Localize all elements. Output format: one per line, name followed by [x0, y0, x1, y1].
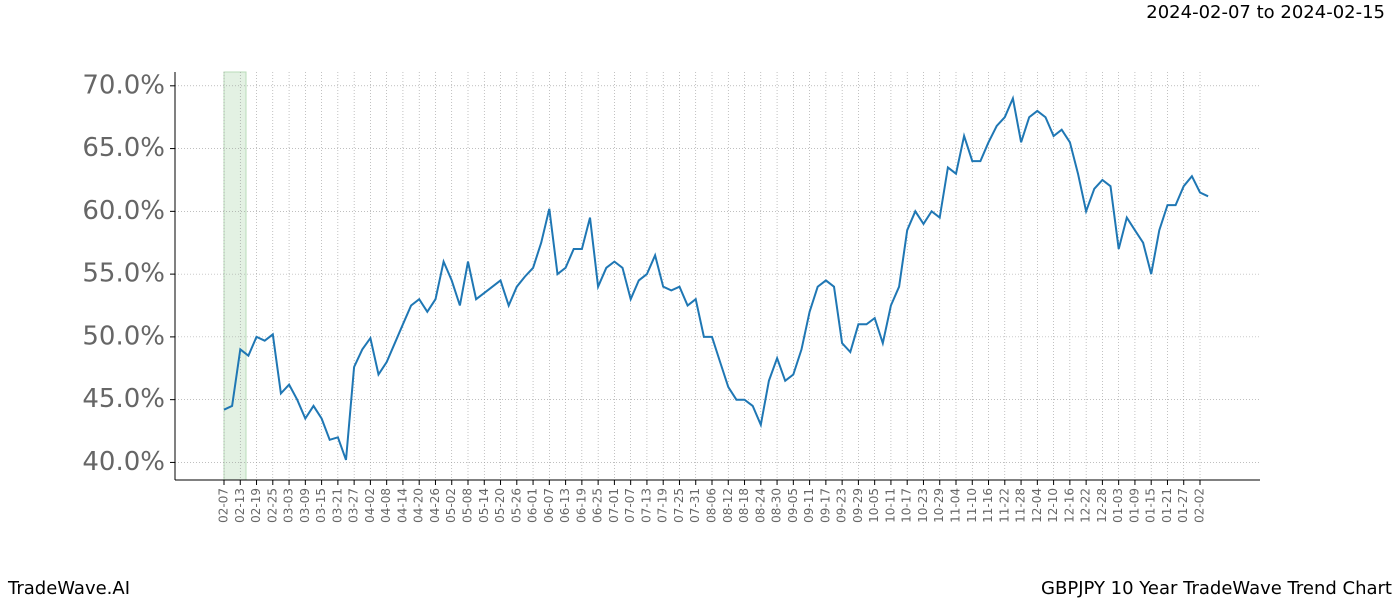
x-tick-label: 05-08: [460, 488, 474, 523]
x-tick-label: 12-16: [1062, 488, 1076, 523]
x-tick-label: 09-11: [802, 488, 816, 523]
x-tick-label: 07-01: [607, 488, 621, 523]
date-range: 2024-02-07 to 2024-02-15: [1146, 2, 1385, 23]
x-tick-label: 10-11: [883, 488, 897, 523]
x-tick-label: 06-19: [574, 488, 588, 523]
x-tick-label: 10-17: [900, 488, 914, 523]
y-tick-label: 40.0%: [82, 447, 165, 477]
x-tick-label: 03-27: [347, 488, 361, 523]
y-tick-label: 70.0%: [82, 70, 165, 100]
y-tick-label: 45.0%: [82, 384, 165, 414]
y-tick-label: 50.0%: [82, 321, 165, 351]
x-tick-label: 04-02: [363, 488, 377, 523]
x-tick-label: 07-31: [688, 488, 702, 523]
x-tick-label: 03-15: [314, 488, 328, 523]
x-tick-label: 09-29: [851, 488, 865, 523]
x-tick-label: 02-19: [249, 488, 263, 523]
x-tick-label: 02-13: [233, 488, 247, 523]
x-tick-label: 11-04: [948, 488, 962, 523]
x-tick-label: 12-04: [1030, 488, 1044, 523]
x-tick-label: 09-17: [818, 488, 832, 523]
x-tick-label: 11-10: [965, 488, 979, 523]
x-tick-label: 06-01: [526, 488, 540, 523]
x-tick-label: 11-22: [997, 488, 1011, 523]
x-tick-label: 09-05: [786, 488, 800, 523]
x-tick-label: 02-25: [265, 488, 279, 523]
x-tick-label: 01-09: [1127, 488, 1141, 523]
y-tick-label: 55.0%: [82, 259, 165, 289]
x-tick-label: 03-09: [298, 488, 312, 523]
x-tick-label: 07-25: [672, 488, 686, 523]
x-tick-label: 02-07: [217, 488, 231, 523]
x-tick-label: 07-13: [639, 488, 653, 523]
x-tick-label: 08-06: [704, 488, 718, 523]
x-tick-label: 08-24: [753, 488, 767, 523]
x-tick-label: 12-22: [1079, 488, 1093, 523]
x-tick-label: 04-20: [412, 488, 426, 523]
x-tick-label: 06-13: [558, 488, 572, 523]
x-tick-label: 05-02: [444, 488, 458, 523]
x-tick-label: 05-26: [509, 488, 523, 523]
x-tick-label: 12-28: [1095, 488, 1109, 523]
x-tick-label: 07-19: [656, 488, 670, 523]
x-tick-label: 05-14: [477, 488, 491, 523]
x-tick-label: 10-23: [916, 488, 930, 523]
x-tick-label: 01-27: [1176, 488, 1190, 523]
highlight-band: [223, 71, 247, 481]
x-tick-label: 08-12: [721, 488, 735, 523]
x-tick-label: 06-25: [591, 488, 605, 523]
x-tick-label: 07-07: [623, 488, 637, 523]
x-tick-label: 08-18: [737, 488, 751, 523]
x-tick-label: 11-28: [1014, 488, 1028, 523]
y-tick-label: 65.0%: [82, 133, 165, 163]
x-tick-label: 01-03: [1111, 488, 1125, 523]
x-tick-label: 04-08: [379, 488, 393, 523]
x-tick-label: 05-20: [493, 488, 507, 523]
x-tick-label: 01-21: [1160, 488, 1174, 523]
chart-title: GBPJPY 10 Year TradeWave Trend Chart: [1041, 578, 1392, 599]
x-tick-label: 12-10: [1046, 488, 1060, 523]
x-tick-label: 03-03: [282, 488, 296, 523]
y-tick-label: 60.0%: [82, 196, 165, 226]
x-tick-label: 10-05: [867, 488, 881, 523]
line-series: [223, 94, 1209, 461]
x-tick-label: 11-16: [981, 488, 995, 523]
x-tick-label: 02-02: [1192, 488, 1206, 523]
brand: TradeWave.AI: [7, 578, 130, 599]
x-tick-label: 04-14: [395, 488, 409, 523]
x-tick-label: 04-26: [428, 488, 442, 523]
x-tick-label: 01-15: [1144, 488, 1158, 523]
x-tick-label: 09-23: [835, 488, 849, 523]
x-tick-label: 06-07: [542, 488, 556, 523]
x-tick-label: 03-21: [330, 488, 344, 523]
x-tick-label: 08-30: [770, 488, 784, 523]
x-tick-label: 10-29: [932, 488, 946, 523]
